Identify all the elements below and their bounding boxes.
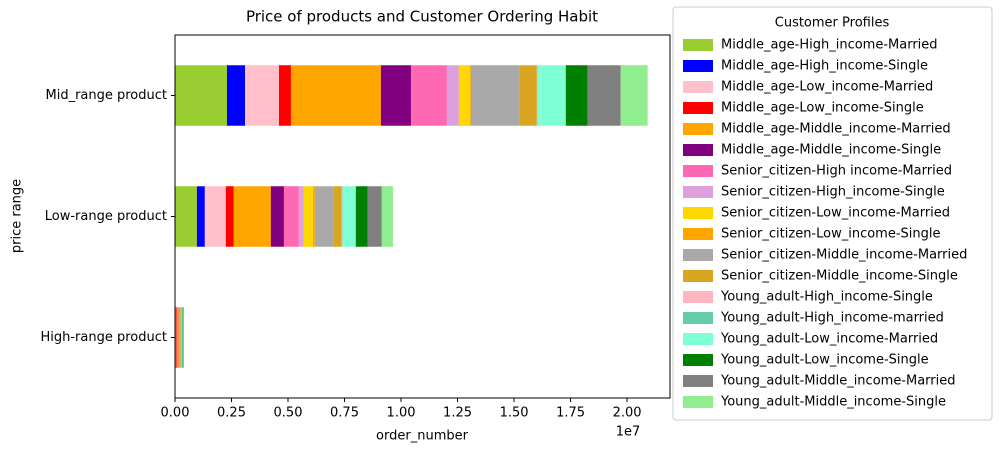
bar-segment bbox=[176, 307, 177, 368]
legend-label: Middle_age-Low_income-Married bbox=[721, 80, 933, 95]
bar-segment bbox=[226, 186, 234, 247]
bar-segment bbox=[291, 65, 381, 126]
chart-title: Price of products and Customer Ordering … bbox=[246, 8, 598, 26]
legend-swatch bbox=[683, 39, 713, 51]
bar-segment bbox=[520, 65, 537, 126]
legend-label: Senior_citizen-High income-Married bbox=[721, 164, 952, 179]
bar-segment bbox=[470, 65, 471, 126]
legend-label: Young_adult-Middle_income-Married bbox=[720, 374, 956, 389]
bar-segment bbox=[180, 307, 181, 368]
x-tick-label: 1.75 bbox=[556, 406, 585, 421]
legend-swatch bbox=[683, 375, 713, 387]
legend-label: Young_adult-High_income-Single bbox=[720, 290, 933, 305]
bar-segment bbox=[299, 186, 304, 247]
bar-segment bbox=[279, 65, 291, 126]
legend-label: Middle_age-Middle_income-Single bbox=[721, 143, 941, 158]
legend-swatch bbox=[683, 60, 713, 72]
legend-swatch bbox=[683, 144, 713, 156]
legend-label: Young_adult-Low_income-Married bbox=[720, 332, 938, 347]
bar-segment bbox=[381, 65, 411, 126]
legend-label: Young_adult-Middle_income-Single bbox=[720, 395, 946, 410]
bar-segment bbox=[382, 186, 393, 247]
bar-segment bbox=[284, 186, 299, 247]
bar-segment bbox=[447, 65, 459, 126]
legend-label: Senior_citizen-Middle_income-Married bbox=[721, 248, 967, 263]
x-tick-label: 2.00 bbox=[613, 406, 642, 421]
bar-segment bbox=[175, 186, 197, 247]
x-offset-label: 1e7 bbox=[616, 425, 641, 440]
legend-swatch bbox=[683, 123, 713, 135]
bar-segment bbox=[566, 65, 588, 126]
legend-title: Customer Profiles bbox=[775, 16, 890, 31]
bar-segment bbox=[471, 65, 520, 126]
bar-segment bbox=[334, 186, 342, 247]
legend-swatch bbox=[683, 165, 713, 177]
legend-label: Senior_citizen-High_income-Single bbox=[721, 185, 945, 200]
legend-label: Young_adult-High_income-married bbox=[720, 311, 944, 326]
bar-segment bbox=[175, 65, 227, 126]
y-tick-label: Low-range product bbox=[45, 209, 167, 224]
legend-label: Middle_age-High_income-Single bbox=[721, 59, 928, 74]
bar-segment bbox=[343, 186, 356, 247]
legend-swatch bbox=[683, 354, 713, 366]
bar-segment bbox=[315, 186, 334, 247]
bar-segment bbox=[177, 307, 179, 368]
legend-swatch bbox=[683, 249, 713, 261]
bar-segment bbox=[538, 65, 566, 126]
legend-swatch bbox=[683, 207, 713, 219]
bar-segment bbox=[271, 186, 284, 247]
bar-segment bbox=[304, 186, 313, 247]
legend-swatch bbox=[683, 81, 713, 93]
x-axis-label: order_number bbox=[376, 429, 469, 444]
bar-segment bbox=[621, 65, 648, 126]
legend-swatch bbox=[683, 270, 713, 282]
bar-segment bbox=[227, 65, 245, 126]
x-tick-label: 1.00 bbox=[387, 406, 416, 421]
bar-segment bbox=[459, 65, 470, 126]
legend-swatch bbox=[683, 186, 713, 198]
bar-segment bbox=[197, 186, 205, 247]
legend-swatch bbox=[683, 228, 713, 240]
bar-segment bbox=[368, 186, 382, 247]
legend-swatch bbox=[683, 312, 713, 324]
legend-label: Senior_citizen-Low_income-Married bbox=[721, 206, 950, 221]
x-tick-label: 0.00 bbox=[161, 406, 190, 421]
legend-label: Senior_citizen-Low_income-Single bbox=[721, 227, 941, 242]
bar-segment bbox=[588, 65, 621, 126]
y-tick-label: High-range product bbox=[40, 330, 167, 345]
bar-segment bbox=[245, 65, 279, 126]
x-tick-label: 1.25 bbox=[443, 406, 472, 421]
x-tick-label: 0.75 bbox=[330, 406, 359, 421]
bar-segment bbox=[313, 186, 315, 247]
bar-segment bbox=[356, 186, 368, 247]
legend-label: Middle_age-High_income-Married bbox=[721, 38, 938, 53]
x-tick-label: 0.50 bbox=[274, 406, 303, 421]
legend-swatch bbox=[683, 396, 713, 408]
legend-swatch bbox=[683, 291, 713, 303]
x-tick-label: 0.25 bbox=[217, 406, 246, 421]
legend-label: Middle_age-Middle_income-Married bbox=[721, 122, 951, 137]
bar-segment bbox=[205, 186, 226, 247]
legend-swatch bbox=[683, 102, 713, 114]
bar-segment bbox=[411, 65, 447, 126]
x-tick-label: 1.50 bbox=[500, 406, 529, 421]
bar-segment bbox=[234, 186, 271, 247]
y-tick-label: Mid_range product bbox=[45, 88, 167, 103]
legend-swatch bbox=[683, 333, 713, 345]
legend-label: Senior_citizen-Middle_income-Single bbox=[721, 269, 958, 284]
legend-label: Young_adult-Low_income-Single bbox=[720, 353, 929, 368]
legend-label: Middle_age-Low_income-Single bbox=[721, 101, 924, 116]
y-axis-label: price range bbox=[10, 179, 25, 253]
